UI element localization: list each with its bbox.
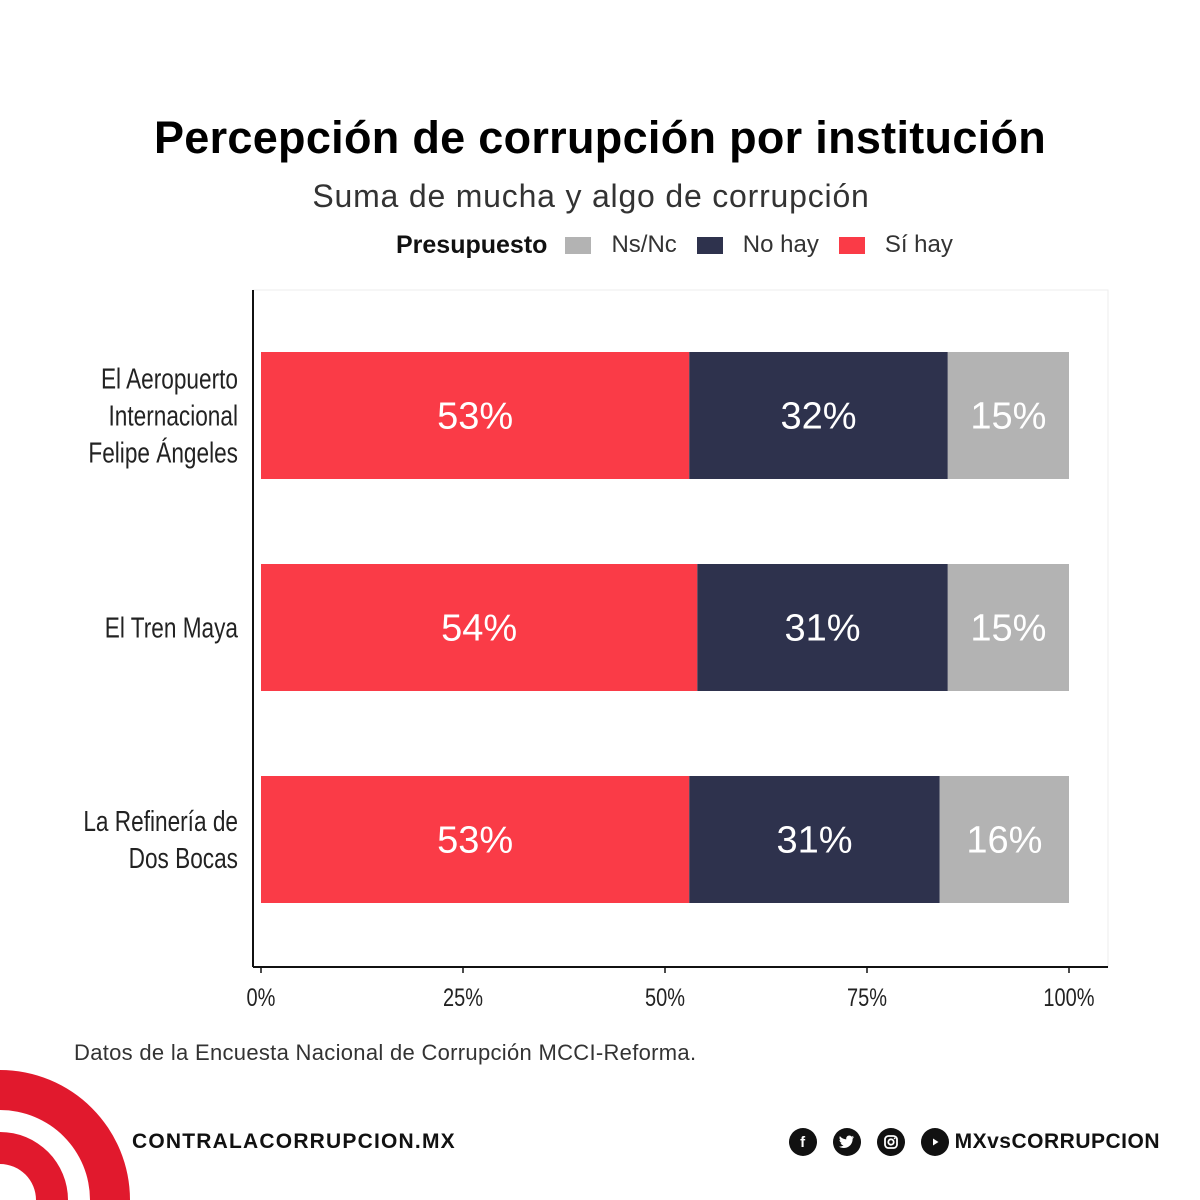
- legend-label-no-hay: No hay: [742, 231, 819, 258]
- bar-segment: [947, 564, 1069, 691]
- bar-value-label: 53%: [437, 396, 513, 438]
- bar-value-label: 16%: [966, 820, 1042, 862]
- bar-value-label: 31%: [785, 608, 861, 650]
- legend-label-si-hay: Sí hay: [884, 231, 953, 258]
- bar-segment: [689, 352, 948, 479]
- bar-value-label: 32%: [780, 396, 856, 438]
- facebook-icon[interactable]: f: [788, 1128, 817, 1156]
- social-links: f MXvsCORRUPCION: [788, 1128, 1160, 1156]
- x-tick-label: 100%: [1043, 984, 1094, 1012]
- legend-item-no-hay: No hay: [696, 231, 819, 259]
- chart-title: Percepción de corrupción por institución: [153, 112, 1047, 163]
- legend-swatch-no-hay: [696, 236, 723, 254]
- stacked-bar-chart: 0% 25% 50% 75% 100% 53% 32% 15% El Aeropuerto Int…: [83, 289, 1109, 1012]
- logo-inner-arc: [0, 1132, 68, 1200]
- bar-value-label: 15%: [970, 608, 1046, 650]
- bar-segment: [939, 776, 1069, 903]
- bar-segment: [697, 564, 948, 691]
- category-label: Internacional: [108, 399, 238, 432]
- chart-subtitle: Suma de mucha y algo de corrupción: [312, 178, 870, 214]
- instagram-icon[interactable]: [876, 1128, 905, 1156]
- youtube-icon[interactable]: [920, 1128, 949, 1156]
- legend-label-nsnc: Ns/Nc: [611, 231, 677, 258]
- legend-item-nsnc: Ns/Nc: [565, 231, 677, 259]
- category-label: La Refinería de: [83, 804, 238, 837]
- brand-logo: [0, 1070, 130, 1200]
- bar-segment: [689, 776, 940, 903]
- bar-segment: [261, 776, 690, 903]
- legend-title: Presupuesto: [396, 230, 548, 259]
- bar-segment: [261, 564, 698, 691]
- bar-segment: [947, 352, 1069, 479]
- legend-item-si-hay: Sí hay: [838, 231, 953, 259]
- category-label: Dos Bocas: [129, 841, 238, 874]
- logo-outer-arc: [0, 1070, 130, 1200]
- bar-value-label: 31%: [776, 820, 852, 862]
- x-tick-label: 25%: [443, 984, 483, 1012]
- source-note: Datos de la Encuesta Nacional de Corrupc…: [74, 1040, 697, 1065]
- bar-segment: [261, 352, 690, 479]
- bar-value-label: 53%: [437, 820, 513, 862]
- legend: Presupuesto Ns/Nc No hay Sí hay: [396, 230, 973, 260]
- website-link[interactable]: CONTRALACORRUPCION.MX: [132, 1130, 456, 1153]
- x-tick-label: 50%: [645, 984, 685, 1012]
- twitter-icon[interactable]: [832, 1128, 861, 1156]
- x-tick-label: 75%: [847, 984, 887, 1012]
- bar-value-label: 54%: [441, 608, 517, 650]
- x-tick-label: 0%: [247, 984, 276, 1012]
- legend-swatch-si-hay: [838, 236, 865, 254]
- category-label: El Tren Maya: [105, 611, 239, 644]
- category-label: El Aeropuerto: [101, 362, 238, 395]
- legend-swatch-nsnc: [565, 236, 592, 254]
- social-handle[interactable]: MXvsCORRUPCION: [954, 1130, 1160, 1153]
- bar-value-label: 15%: [970, 396, 1046, 438]
- category-label: Felipe Ángeles: [88, 436, 238, 469]
